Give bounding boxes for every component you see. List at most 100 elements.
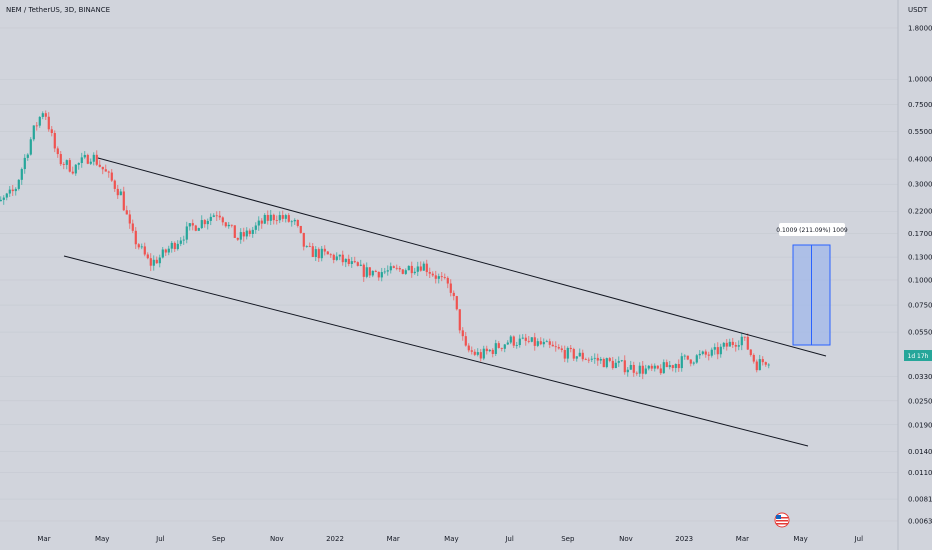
channel-upper-line[interactable] bbox=[97, 157, 827, 357]
candle bbox=[338, 254, 341, 261]
candle bbox=[17, 179, 20, 191]
x-tick-label: Mar bbox=[37, 535, 50, 543]
candle bbox=[620, 359, 623, 363]
candle bbox=[239, 228, 242, 244]
candle bbox=[242, 227, 245, 242]
candle bbox=[656, 365, 659, 370]
candle bbox=[2, 195, 5, 205]
candle bbox=[407, 265, 410, 271]
candle bbox=[623, 355, 626, 375]
candle bbox=[176, 240, 179, 251]
candle bbox=[563, 345, 566, 363]
candle bbox=[746, 333, 749, 351]
candle bbox=[371, 270, 374, 278]
x-tick-label: 2023 bbox=[675, 535, 693, 543]
candle bbox=[167, 245, 170, 256]
candle bbox=[47, 112, 50, 132]
candle bbox=[152, 255, 155, 271]
candle bbox=[260, 218, 263, 229]
candle bbox=[524, 333, 527, 346]
candle bbox=[704, 349, 707, 358]
candle bbox=[449, 279, 452, 297]
candle bbox=[350, 257, 353, 268]
x-tick-label: May bbox=[793, 535, 807, 543]
x-tick-label: Mar bbox=[736, 535, 749, 543]
candle bbox=[629, 360, 632, 370]
candle bbox=[71, 166, 74, 175]
candle bbox=[95, 150, 98, 167]
y-tick-label: 0.0081 bbox=[908, 496, 932, 504]
candle bbox=[248, 228, 251, 237]
x-tick-label: 2022 bbox=[326, 535, 344, 543]
x-tick-label: Jul bbox=[155, 535, 165, 543]
candle bbox=[392, 265, 395, 269]
candle bbox=[158, 254, 161, 268]
y-tick-label: 0.0250 bbox=[908, 397, 932, 405]
candle bbox=[521, 334, 524, 340]
candle bbox=[206, 218, 209, 230]
candle bbox=[662, 359, 665, 374]
y-tick-label: 0.4000 bbox=[908, 156, 932, 164]
y-tick-label: 0.0063 bbox=[908, 518, 932, 526]
candle bbox=[464, 332, 467, 347]
candle bbox=[680, 352, 683, 372]
candle bbox=[293, 218, 296, 225]
candle bbox=[626, 367, 629, 377]
candle bbox=[266, 210, 269, 225]
candle bbox=[53, 130, 56, 153]
candle bbox=[641, 360, 644, 380]
candle bbox=[32, 125, 35, 142]
x-tick-label: May bbox=[95, 535, 109, 543]
candle bbox=[575, 356, 578, 362]
candle bbox=[116, 184, 119, 199]
grid bbox=[0, 27, 898, 522]
candle bbox=[245, 227, 248, 240]
candle bbox=[344, 258, 347, 268]
candle bbox=[734, 342, 737, 352]
candle bbox=[764, 361, 767, 367]
candle bbox=[230, 224, 233, 228]
candle bbox=[380, 267, 383, 282]
y-tick-label: 0.2200 bbox=[908, 208, 932, 216]
candle bbox=[302, 232, 305, 251]
candle bbox=[386, 265, 389, 276]
candle bbox=[743, 336, 746, 341]
candle bbox=[674, 363, 677, 373]
candle bbox=[602, 357, 605, 368]
candle bbox=[341, 250, 344, 266]
candle bbox=[533, 332, 536, 351]
candle bbox=[257, 216, 260, 231]
y-tick-label: 0.0550 bbox=[908, 329, 932, 337]
candle bbox=[416, 261, 419, 277]
measure-tool[interactable]: 0.1009 (211.09%) 1009 bbox=[776, 223, 848, 346]
candle bbox=[326, 250, 329, 255]
time-scale[interactable]: Mar May Jul Sep Nov 2022 Mar May Jul Sep Nov 2023 Ma… bbox=[37, 535, 863, 543]
candle bbox=[347, 254, 350, 267]
candle bbox=[551, 341, 554, 347]
candle bbox=[653, 363, 656, 372]
candle bbox=[296, 219, 299, 228]
candle bbox=[404, 268, 407, 275]
candle bbox=[44, 110, 47, 121]
candle bbox=[131, 219, 134, 234]
measure-label: 0.1009 (211.09%) 1009 bbox=[776, 227, 848, 234]
candle bbox=[731, 337, 734, 348]
candle bbox=[548, 338, 551, 349]
candle bbox=[362, 263, 365, 282]
candle bbox=[335, 252, 338, 262]
candle bbox=[317, 247, 320, 262]
candle bbox=[539, 337, 542, 346]
y-tick-label: 0.0750 bbox=[908, 302, 932, 310]
candle bbox=[113, 179, 116, 192]
candle bbox=[194, 224, 197, 232]
candle bbox=[353, 256, 356, 264]
candle bbox=[50, 126, 53, 137]
price-scale[interactable]: 1.8000 1.0000 0.7500 0.5500 0.4000 0.3000 0.22… bbox=[908, 25, 932, 526]
candle bbox=[698, 350, 701, 359]
candle bbox=[383, 267, 386, 275]
candle bbox=[671, 364, 674, 372]
price-badge-label: 1d 17h bbox=[908, 353, 929, 360]
candle bbox=[164, 248, 167, 257]
channel-lower-line[interactable] bbox=[63, 255, 809, 447]
